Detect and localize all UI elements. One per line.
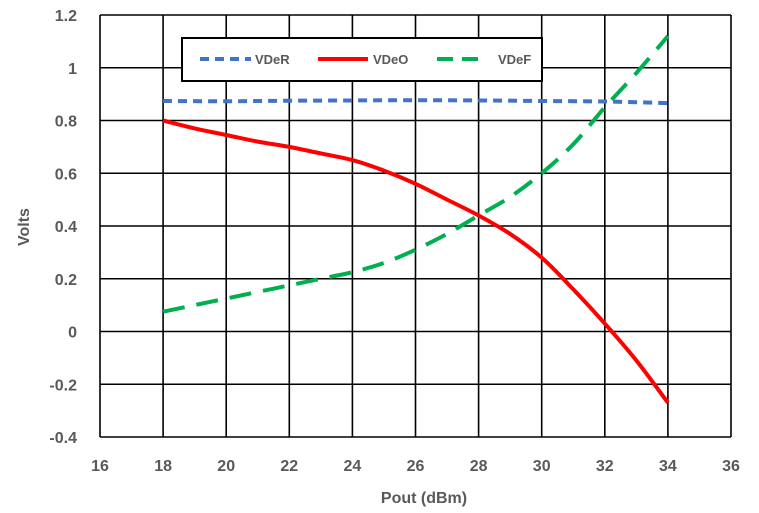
y-tick-label: -0.4 [49,430,77,447]
y-tick-labels: -0.4 -0.2 0 0.2 0.4 0.6 0.8 1 1.2 [49,8,77,447]
x-tick-label: 34 [659,458,677,475]
legend-label-vdeo: VDeO [373,52,408,67]
gridlines [99,14,732,438]
y-axis-title: Volts [16,208,33,246]
x-tick-label: 16 [91,458,109,475]
x-tick-label: 24 [344,458,362,475]
legend: VDeR VDeO VDeF [181,37,543,82]
series-line-vdef [162,34,670,314]
x-axis-title: Pout (dBm) [381,490,467,507]
y-tick-label: 1 [68,61,77,78]
x-tick-label: 22 [280,458,298,475]
x-tick-label: 18 [154,458,172,475]
y-tick-label: 0.6 [55,166,77,183]
legend-label-vdef: VDeF [498,52,531,67]
y-tick-label: 0.8 [55,114,77,131]
y-tick-label: 1.2 [55,8,77,25]
legend-label-vder: VDeR [255,52,290,67]
x-tick-label: 32 [596,458,614,475]
x-tick-label: 28 [470,458,488,475]
x-tick-label: 30 [533,458,551,475]
x-tick-label: 36 [722,458,740,475]
x-tick-label: 20 [217,458,235,475]
y-tick-label: 0 [68,325,77,342]
y-tick-label: 0.4 [55,219,77,236]
y-tick-label: 0.2 [55,272,77,289]
x-tick-labels: 16 18 20 22 24 26 28 30 32 34 36 [91,458,740,475]
series-line-vdeo [162,118,670,404]
series-layer [162,34,670,404]
series-line-vder [163,98,668,106]
x-tick-label: 26 [407,458,425,475]
y-tick-label: -0.2 [49,377,77,394]
